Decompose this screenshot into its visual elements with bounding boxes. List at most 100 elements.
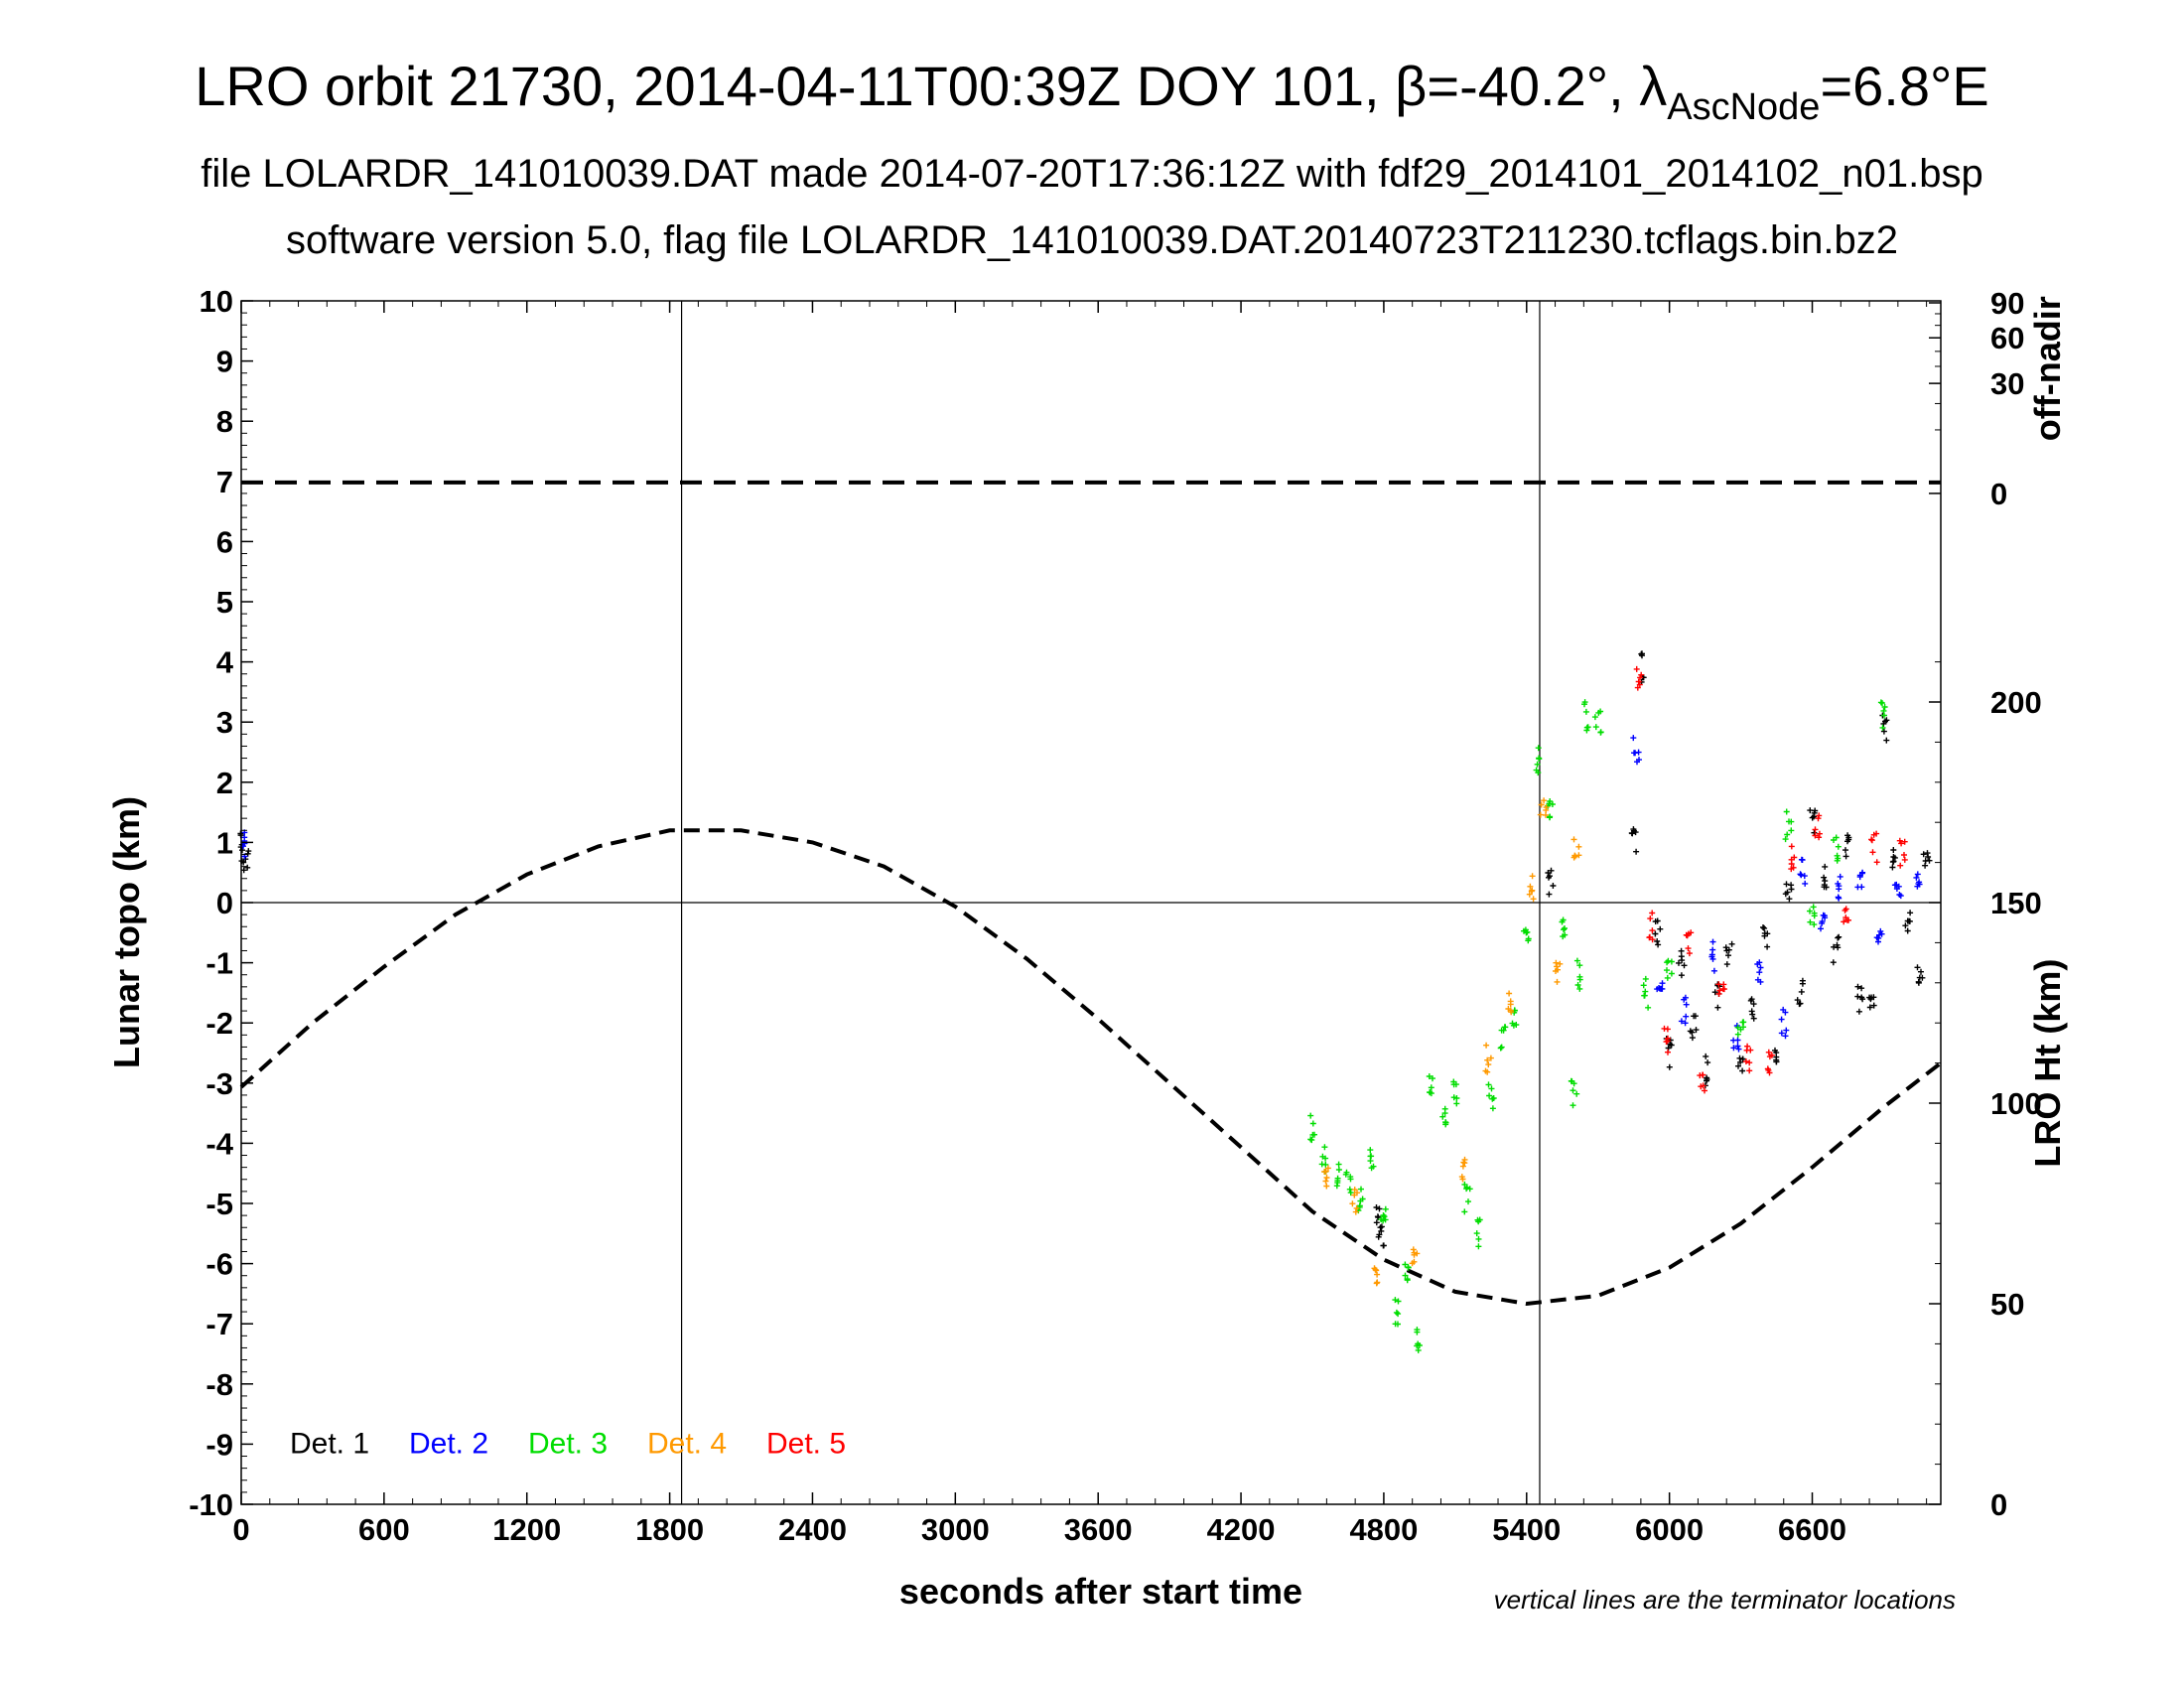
- point-mark: [1896, 837, 1903, 844]
- point-mark: [1715, 990, 1722, 997]
- data-point: [1889, 847, 1898, 871]
- off-nadir-tick-label: 90: [1990, 286, 2024, 321]
- point-mark: [1378, 1227, 1385, 1234]
- point-mark: [1559, 918, 1566, 925]
- point-mark: [1835, 944, 1842, 951]
- point-mark: [1788, 861, 1795, 867]
- point-mark: [1843, 853, 1849, 860]
- legend: Det. 1 Det. 2 Det. 3 Det. 4 Det. 5: [290, 1427, 846, 1460]
- point-mark: [1830, 959, 1837, 966]
- point-mark: [1809, 814, 1816, 821]
- point-mark: [1873, 859, 1880, 866]
- point-mark: [1640, 982, 1647, 989]
- point-mark: [1649, 910, 1656, 916]
- off-nadir-tick-label: 60: [1990, 321, 2024, 355]
- point-mark: [1597, 729, 1604, 736]
- data-point: [1664, 957, 1675, 981]
- point-mark: [241, 840, 248, 847]
- point-mark: [1682, 1020, 1689, 1027]
- point-mark: [1657, 925, 1664, 932]
- data-point: [1497, 1024, 1509, 1052]
- data-point: [1458, 1156, 1468, 1183]
- point-mark: [1498, 1044, 1505, 1051]
- point-mark: [1723, 961, 1730, 968]
- point-mark: [1483, 1042, 1490, 1049]
- point-mark: [1307, 1112, 1314, 1119]
- point-mark: [1924, 850, 1931, 857]
- point-mark: [1487, 1055, 1494, 1061]
- point-mark: [1799, 977, 1806, 984]
- point-mark: [1913, 874, 1920, 881]
- point-mark: [1415, 1346, 1422, 1353]
- point-mark: [1546, 891, 1553, 898]
- point-mark: [1835, 934, 1842, 941]
- data-point: [1807, 904, 1818, 928]
- point-mark: [1510, 1022, 1517, 1029]
- point-mark: [1649, 936, 1656, 943]
- point-mark: [1570, 1102, 1576, 1109]
- data-point: [1812, 812, 1823, 841]
- point-mark: [1880, 707, 1887, 714]
- point-mark: [1821, 884, 1828, 891]
- point-mark: [1527, 883, 1534, 890]
- data-point: [1873, 927, 1885, 945]
- data-point: [1640, 975, 1652, 1011]
- point-mark: [1508, 1009, 1515, 1016]
- data-point: [1409, 1246, 1421, 1267]
- point-mark: [1484, 1068, 1491, 1075]
- y-tick-label: -1: [205, 946, 233, 981]
- point-mark: [1453, 1100, 1460, 1107]
- data-point: [1868, 830, 1880, 866]
- point-mark: [1546, 800, 1553, 807]
- data-point: [1628, 826, 1640, 855]
- point-mark: [1919, 974, 1926, 981]
- point-mark: [1668, 958, 1675, 965]
- point-mark: [1879, 724, 1886, 731]
- point-mark: [1633, 665, 1640, 672]
- point-mark: [1782, 1009, 1789, 1016]
- point-mark: [1746, 1067, 1753, 1074]
- point-mark: [1485, 1061, 1492, 1068]
- data-point: [1573, 957, 1583, 992]
- data-point: [1537, 797, 1550, 818]
- point-mark: [1402, 1272, 1409, 1279]
- point-mark: [1506, 990, 1513, 997]
- point-mark: [1778, 1016, 1785, 1023]
- point-mark: [1703, 1053, 1709, 1059]
- point-mark: [1835, 855, 1842, 862]
- point-mark: [1868, 836, 1875, 843]
- point-mark: [1822, 878, 1829, 885]
- point-mark: [1373, 1219, 1380, 1226]
- point-mark: [1591, 714, 1598, 721]
- point-mark: [1628, 830, 1635, 836]
- point-mark: [1807, 918, 1814, 925]
- point-mark: [1358, 1186, 1364, 1193]
- point-mark: [1904, 917, 1911, 924]
- point-mark: [1665, 1035, 1671, 1042]
- data-point: [1652, 917, 1664, 948]
- data-point: [1722, 940, 1735, 968]
- data-point: [1807, 807, 1819, 836]
- data-point: [1461, 1181, 1473, 1215]
- data-point: [1821, 863, 1830, 891]
- point-mark: [1334, 1175, 1341, 1182]
- data-point: [1342, 1169, 1354, 1196]
- point-mark: [1686, 950, 1693, 957]
- point-mark: [1560, 933, 1567, 940]
- point-mark: [1685, 945, 1692, 952]
- data-point: [1414, 1327, 1423, 1353]
- point-mark: [1530, 896, 1537, 903]
- point-mark: [1374, 1279, 1381, 1286]
- data-point: [1678, 994, 1690, 1027]
- point-mark: [1773, 1058, 1780, 1065]
- y-tick-label: 1: [216, 825, 233, 860]
- point-mark: [1811, 829, 1818, 836]
- point-mark: [241, 834, 248, 841]
- point-mark: [1801, 873, 1808, 880]
- point-mark: [1528, 888, 1535, 895]
- point-mark: [1581, 701, 1587, 708]
- point-mark: [1576, 985, 1583, 992]
- y-tick-label: 4: [216, 645, 234, 680]
- data-point: [1831, 834, 1842, 864]
- data-point: [1747, 996, 1757, 1022]
